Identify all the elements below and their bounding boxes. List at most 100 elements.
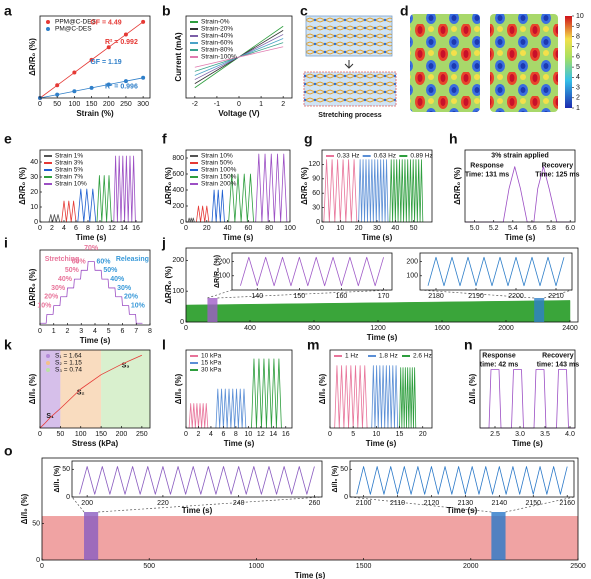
data-point: [106, 82, 111, 87]
legend-label: Strain 1%: [55, 153, 83, 160]
y-axis-label: ΔR/R₀ (%): [28, 268, 37, 306]
x-tick-label: 2000: [498, 325, 514, 332]
region-label: S₁: [46, 413, 54, 420]
panel-letter: h: [449, 131, 458, 147]
y-tick-label: 100: [218, 273, 230, 280]
highlight: [534, 298, 545, 322]
x-tick-label: 1000: [249, 563, 265, 570]
panel-letter: f: [162, 131, 167, 147]
series-line: [196, 205, 210, 223]
y-tick-label: 120: [308, 161, 320, 168]
legend-label: PPM@C-DES: [55, 19, 97, 26]
series-line: [113, 155, 136, 223]
y-axis-label: ΔR/R₀ (%): [214, 255, 221, 288]
y-tick-label: 800: [172, 155, 184, 162]
region-label: S₃: [122, 362, 130, 369]
series-line: [188, 403, 209, 429]
y-axis-label: ΔI/I₀ (%): [318, 373, 327, 404]
x-tick-label: 160: [336, 293, 348, 300]
series-line: [39, 354, 143, 429]
x-tick-label: 1600: [434, 325, 450, 332]
plot-frame: [185, 349, 293, 429]
legend-marker: [46, 20, 50, 24]
annotation: 10%: [37, 302, 52, 309]
x-tick-label: 1: [52, 328, 56, 335]
series-line: [427, 256, 565, 287]
legend-label: S₃ = 0.74: [55, 367, 82, 374]
colorbar-tick-label: 3: [576, 84, 580, 91]
annotation: 30%: [117, 285, 132, 292]
series-line: [255, 153, 288, 223]
y-tick-label: 30: [30, 174, 38, 181]
x-tick-label: -2: [192, 101, 198, 108]
data-point: [106, 45, 111, 50]
x-tick-label: 8: [86, 225, 90, 232]
legend-label: 0.63 Hz: [374, 153, 396, 160]
series-line: [77, 188, 97, 223]
x-axis-label: Time (s): [223, 233, 254, 242]
legend-label: 30 kPa: [201, 367, 222, 374]
y-tick-label: 20: [30, 189, 38, 196]
y-tick-label: 50: [62, 466, 70, 473]
x-tick-label: 250: [120, 101, 132, 108]
x-tick-label: 5.6: [527, 225, 537, 232]
y-tick-label: 0: [180, 219, 184, 226]
x-axis-label: Time (s): [366, 439, 397, 448]
legend-label: Strain-40%: [201, 33, 233, 40]
annotation: Time: 131 ms: [465, 171, 509, 178]
x-tick-label: 5.8: [546, 225, 556, 232]
y-axis-label: ΔI/I₀ (%): [28, 373, 37, 404]
schematic-caption: Stretching process: [318, 112, 382, 119]
x-tick-label: 2: [281, 101, 285, 108]
x-tick-label: 80: [265, 225, 273, 232]
x-tick-label: 0: [184, 325, 188, 332]
x-tick-label: 16: [282, 431, 290, 438]
series-line: [399, 367, 417, 429]
x-tick-label: 200: [103, 101, 115, 108]
y-axis-label: ΔR/R₀ (%): [164, 266, 173, 304]
annotation: 50%: [65, 267, 80, 274]
y-axis-label: ΔI/I₀ (%): [54, 466, 61, 493]
panel-letter: l: [162, 337, 166, 353]
x-tick-label: 6: [221, 431, 225, 438]
plot-frame: [479, 349, 576, 429]
x-axis-label: Time (s): [367, 333, 398, 342]
region: [101, 350, 150, 428]
plot-frame: [185, 149, 291, 223]
x-tick-label: 0: [40, 563, 44, 570]
x-tick-label: 5: [107, 328, 111, 335]
x-tick-label: 800: [308, 325, 320, 332]
series-line: [79, 466, 315, 495]
x-axis-label: Time (s): [224, 439, 255, 448]
x-tick-label: 2140: [492, 500, 508, 507]
legend-marker: [46, 354, 50, 358]
x-tick-label: 2100: [356, 500, 372, 507]
series-line: [371, 365, 399, 429]
y-axis-label: ΔR/R₀ (%): [164, 167, 173, 205]
y-tick-label: 100: [406, 273, 418, 280]
x-tick-label: 240: [233, 500, 245, 507]
x-tick-label: 20: [355, 225, 363, 232]
plot-frame: [329, 349, 433, 429]
annotation: 20%: [124, 294, 139, 301]
x-tick-label: 170: [378, 293, 390, 300]
x-tick-label: 0: [38, 328, 42, 335]
series-line: [480, 369, 575, 429]
y-tick-label: 0: [344, 494, 348, 501]
y-axis-label: ΔR/R₀ (%): [453, 167, 462, 205]
legend-label: 1.8 Hz: [379, 353, 398, 360]
annotation: R² = 0.996: [105, 83, 138, 90]
x-tick-label: 8: [234, 431, 238, 438]
x-tick-label: 0: [184, 431, 188, 438]
legend-marker: [46, 368, 50, 372]
plot-frame: [231, 252, 393, 291]
series-line: [48, 214, 61, 223]
connector: [419, 289, 535, 299]
plot-frame: [39, 149, 143, 223]
annotation: Recovery: [542, 352, 574, 359]
x-tick-label: 10: [96, 225, 104, 232]
data-point: [89, 57, 94, 62]
annotation: 60%: [97, 258, 112, 265]
x-tick-label: 100: [69, 101, 81, 108]
x-tick-label: 2: [66, 328, 70, 335]
